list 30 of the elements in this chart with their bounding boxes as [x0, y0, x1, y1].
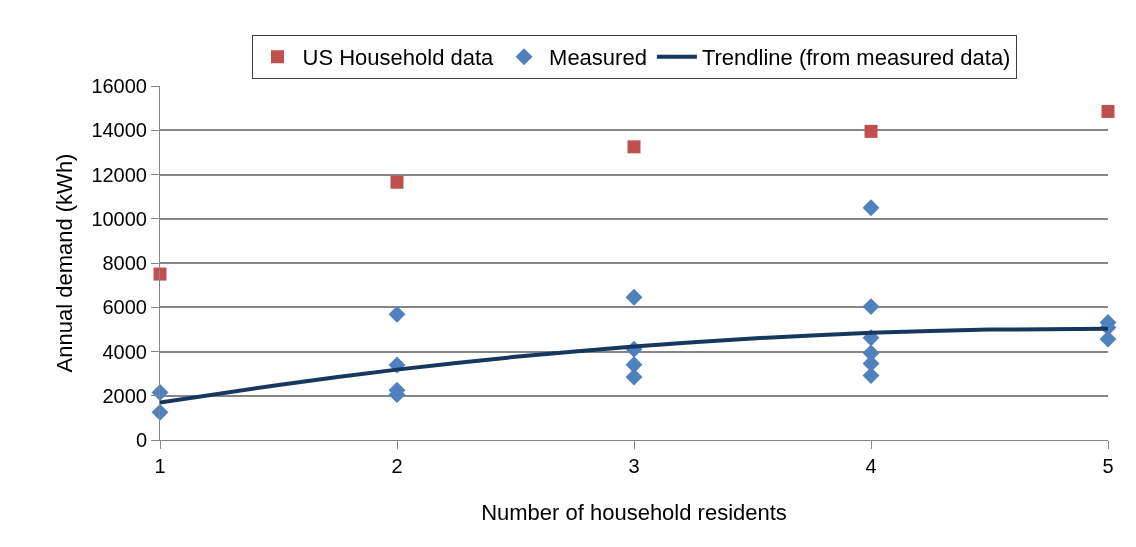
- y-tick-label: 2000: [102, 384, 147, 407]
- x-tick-label: 3: [628, 455, 640, 477]
- point: [864, 124, 878, 138]
- point: [390, 175, 404, 189]
- point: [862, 199, 880, 217]
- point: [862, 367, 880, 385]
- y-tick-label: 8000: [102, 252, 147, 274]
- y-tick-label: 14000: [91, 119, 147, 142]
- x-tick-label: 2: [391, 455, 403, 477]
- x-tick-label: 4: [865, 455, 877, 477]
- x-tick-label: 5: [1102, 455, 1114, 477]
- legend-label: US Household data: [302, 45, 495, 71]
- point: [625, 288, 643, 306]
- y-tick-label: 0: [135, 429, 147, 451]
- x-tick-label: 1: [154, 455, 166, 477]
- legend-label: Measured: [549, 45, 647, 71]
- y-tick-label: 4000: [102, 340, 147, 363]
- x-axis-title: Number of household residents: [481, 499, 787, 525]
- point: [625, 368, 643, 386]
- y-tick-label: 12000: [91, 163, 147, 186]
- point: [388, 305, 406, 323]
- y-tick-label: 10000: [91, 207, 147, 230]
- y-axis-title: Annual demand (kWh): [52, 153, 78, 373]
- point: [153, 267, 167, 281]
- y-tick-label: 6000: [102, 296, 147, 319]
- y-tick-label: 16000: [91, 75, 147, 97]
- legend-label: Trendline (from measured data): [701, 45, 1011, 71]
- point: [862, 298, 880, 316]
- point: [627, 140, 641, 154]
- point: [1101, 104, 1115, 118]
